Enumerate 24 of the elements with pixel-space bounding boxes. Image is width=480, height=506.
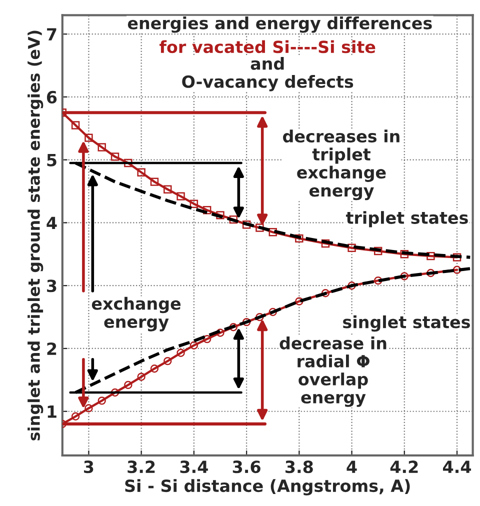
- chart-title: energies and energy differences: [128, 16, 432, 33]
- annotation: exchange energy: [92, 296, 181, 332]
- x-tick-label: 4.2: [390, 460, 418, 473]
- annotation: and O-vacancy defects: [182, 57, 354, 92]
- y-tick-label: 1: [48, 406, 56, 418]
- annotation: triplet states: [346, 211, 468, 228]
- x-tick-label: 3.6: [232, 460, 260, 474]
- x-tick-label: 3.2: [128, 460, 155, 474]
- annotation: decrease in radial Φ overlap energy: [280, 336, 386, 407]
- y-tick-label: 4: [46, 216, 57, 230]
- y-tick-label: 7: [47, 28, 56, 40]
- x-tick-label: 3.8: [286, 460, 313, 474]
- y-tick-label: 2: [47, 342, 56, 355]
- text: for vacated Si----Si site: [160, 40, 376, 54]
- y-axis-title: singlet and triplet ground state energies (eV): [28, 30, 44, 440]
- x-tick-label: 4.4: [443, 460, 472, 473]
- annotation: singlet states: [343, 315, 470, 332]
- y-tick-label: 5: [47, 154, 56, 166]
- x-tick-label: 4: [346, 460, 357, 473]
- y-tick-label: 3: [47, 280, 56, 292]
- x-tick-label: 3.4: [180, 460, 208, 474]
- x-axis-title: Si - Si distance (Angstroms, A): [125, 479, 410, 496]
- x-tick-label: 3: [84, 460, 94, 474]
- y-tick-label: 6: [46, 90, 57, 104]
